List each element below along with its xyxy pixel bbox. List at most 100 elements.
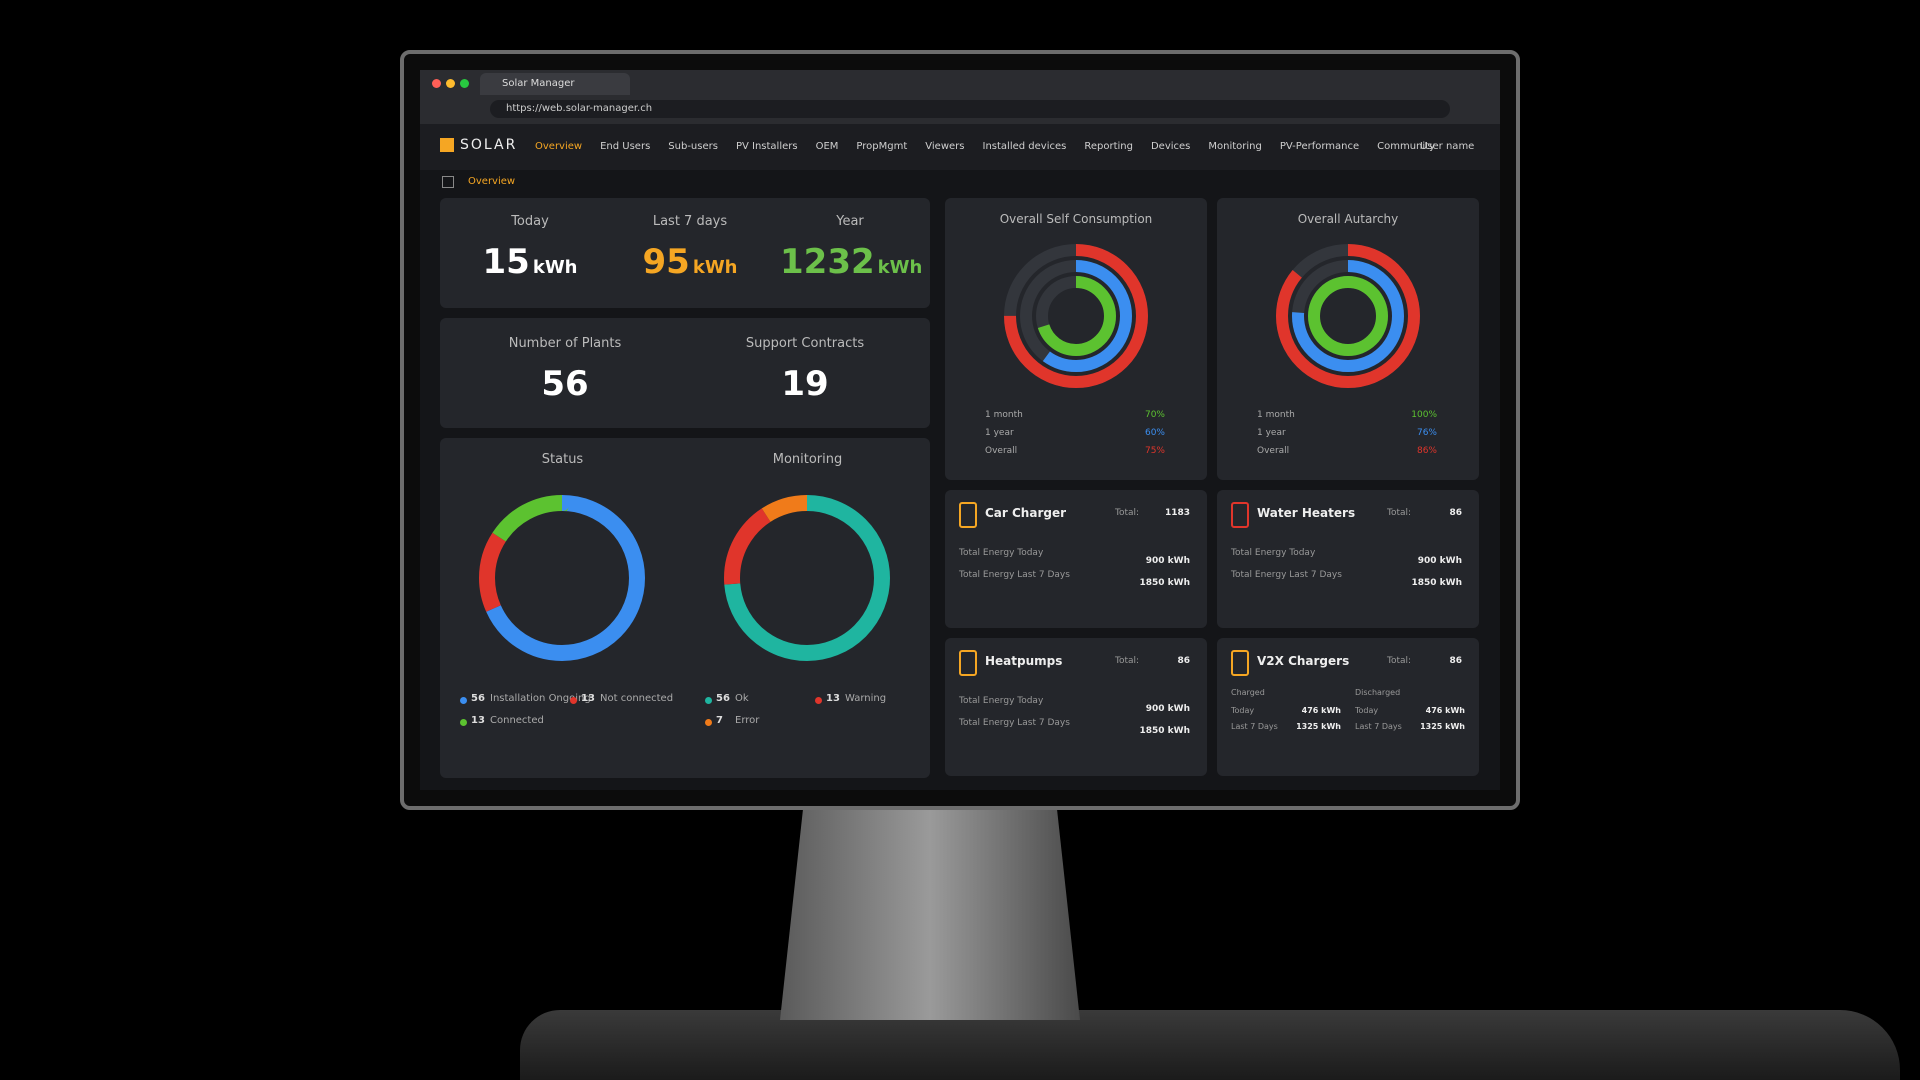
breadcrumb[interactable]: Overview xyxy=(468,176,516,187)
nav-item[interactable]: OEM xyxy=(815,141,839,152)
donut-segment xyxy=(724,495,890,661)
home-icon[interactable] xyxy=(442,176,454,188)
user-name[interactable]: User name xyxy=(1420,141,1475,152)
total-label: Total: xyxy=(1115,508,1140,518)
energy-unit: kWh xyxy=(877,257,923,278)
donut-segment xyxy=(724,495,890,661)
legend-count: 13 xyxy=(826,693,840,704)
card: Overall Self Consumption 1 month 70% 1 year… xyxy=(945,198,1207,480)
donut-chart xyxy=(479,495,645,661)
total-label: Total: xyxy=(1387,508,1412,518)
row-label: Total Energy Last 7 Days xyxy=(959,570,1070,580)
legend-dot xyxy=(570,697,577,704)
row-value: 1325 kWh xyxy=(1296,722,1341,731)
row-label: Today xyxy=(1231,706,1255,715)
logo: SOLAR xyxy=(460,137,518,153)
legend-count: 56 xyxy=(471,693,485,704)
nav-item[interactable]: Monitoring xyxy=(1208,141,1262,152)
legend-count: 13 xyxy=(471,715,485,726)
url-text: https://web.solar-manager.ch xyxy=(506,103,653,114)
energy-unit: kWh xyxy=(692,257,738,278)
card: Car Charger Total: 1183 Total Energy Today 9… xyxy=(945,490,1207,628)
legend-dot xyxy=(460,719,467,726)
tab-title[interactable]: Solar Manager xyxy=(502,78,575,89)
nav-item[interactable]: Overview xyxy=(535,141,583,152)
ring-value: 100% xyxy=(1411,410,1437,420)
donut-segment xyxy=(479,495,645,661)
ring-arc xyxy=(1020,260,1132,372)
legend-label: Connected xyxy=(490,715,544,726)
nav-item[interactable]: Community xyxy=(1377,141,1436,152)
nav-item[interactable]: PV-Performance xyxy=(1279,141,1360,152)
ring-label: 1 month xyxy=(1257,410,1295,420)
nav-item[interactable]: PV Installers xyxy=(735,141,798,152)
nav-item[interactable]: PropMgmt xyxy=(856,141,908,152)
group-title: Charged xyxy=(1231,688,1265,697)
card: Heatpumps Total: 86 Total Energy Today 900 k… xyxy=(945,638,1207,776)
legend-count: 7 xyxy=(716,715,723,726)
legend-dot xyxy=(460,697,467,704)
row-label: Total Energy Last 7 Days xyxy=(1231,570,1342,580)
donut-chart xyxy=(724,495,890,661)
ring-label: Overall xyxy=(985,446,1018,456)
window-dot xyxy=(446,79,455,88)
ring-arc xyxy=(1036,276,1116,356)
device-name: Water Heaters xyxy=(1257,506,1356,520)
legend-label: Not connected xyxy=(600,693,674,704)
nav-item[interactable]: Installed devices xyxy=(982,141,1067,152)
total-value: 86 xyxy=(1449,656,1462,666)
nav-item[interactable]: Sub-users xyxy=(668,141,718,152)
logo-mark xyxy=(440,138,454,152)
card: Status 56 Installation Ongoing 13 Not connec… xyxy=(440,438,930,778)
ring-chart xyxy=(1276,244,1420,388)
total-label: Total: xyxy=(1387,656,1412,666)
legend-label: Ok xyxy=(735,693,749,704)
count-label: Number of Plants xyxy=(508,336,622,351)
nav-item[interactable]: Devices xyxy=(1150,141,1191,152)
energy-value-row: 15 kWh xyxy=(460,242,600,282)
row-value: 1850 kWh xyxy=(1139,726,1190,736)
donut-title: Status xyxy=(541,452,584,467)
row-value: 1850 kWh xyxy=(1139,578,1190,588)
ring-label: 1 month xyxy=(985,410,1023,420)
energy-unit: kWh xyxy=(532,257,578,278)
nav-item[interactable]: Reporting xyxy=(1084,141,1133,152)
nav-bar xyxy=(420,124,1500,170)
energy-value: 95 xyxy=(642,242,690,282)
window-dot xyxy=(460,79,469,88)
count-value: 19 xyxy=(781,364,829,404)
row-label: Last 7 Days xyxy=(1231,722,1278,731)
window-dot xyxy=(432,79,441,88)
legend-dot xyxy=(705,697,712,704)
ring-arc xyxy=(1276,244,1420,388)
row-value: 900 kWh xyxy=(1145,556,1190,566)
card: Today 15 kWh Last 7 days 95 kWh Year 1232 kWh xyxy=(440,198,930,308)
energy-value-row: 1232 kWh xyxy=(780,242,923,282)
device-name: Car Charger xyxy=(985,506,1067,520)
browser-tab[interactable] xyxy=(480,73,630,95)
count-value: 56 xyxy=(541,364,589,404)
legend-count: 13 xyxy=(581,693,595,704)
ring-value: 76% xyxy=(1416,428,1437,438)
url-field[interactable] xyxy=(490,100,1450,118)
card: Number of Plants 56 Support Contracts 19 xyxy=(440,318,930,428)
device-name: V2X Chargers xyxy=(1257,654,1350,668)
card: V2X Chargers Total: 86 Charged Today 476 kWh L… xyxy=(1217,638,1479,776)
row-value: 900 kWh xyxy=(1417,556,1462,566)
row-value: 1850 kWh xyxy=(1411,578,1462,588)
row-label: Last 7 Days xyxy=(1355,722,1402,731)
nav-item[interactable]: Viewers xyxy=(925,141,965,152)
total-label: Total: xyxy=(1115,656,1140,666)
group-title: Discharged xyxy=(1355,688,1401,697)
ring-arc xyxy=(1292,260,1404,372)
card: Water Heaters Total: 86 Total Energy Today 9… xyxy=(1217,490,1479,628)
legend-label: Error xyxy=(735,715,760,726)
nav-item[interactable]: End Users xyxy=(600,141,651,152)
ring-arc xyxy=(1004,244,1148,388)
row-value: 900 kWh xyxy=(1145,704,1190,714)
ring-label: 1 year xyxy=(985,428,1014,438)
ring-arc xyxy=(1308,276,1388,356)
ring-title: Overall Autarchy xyxy=(1297,212,1399,226)
row-value: 476 kWh xyxy=(1301,706,1341,715)
